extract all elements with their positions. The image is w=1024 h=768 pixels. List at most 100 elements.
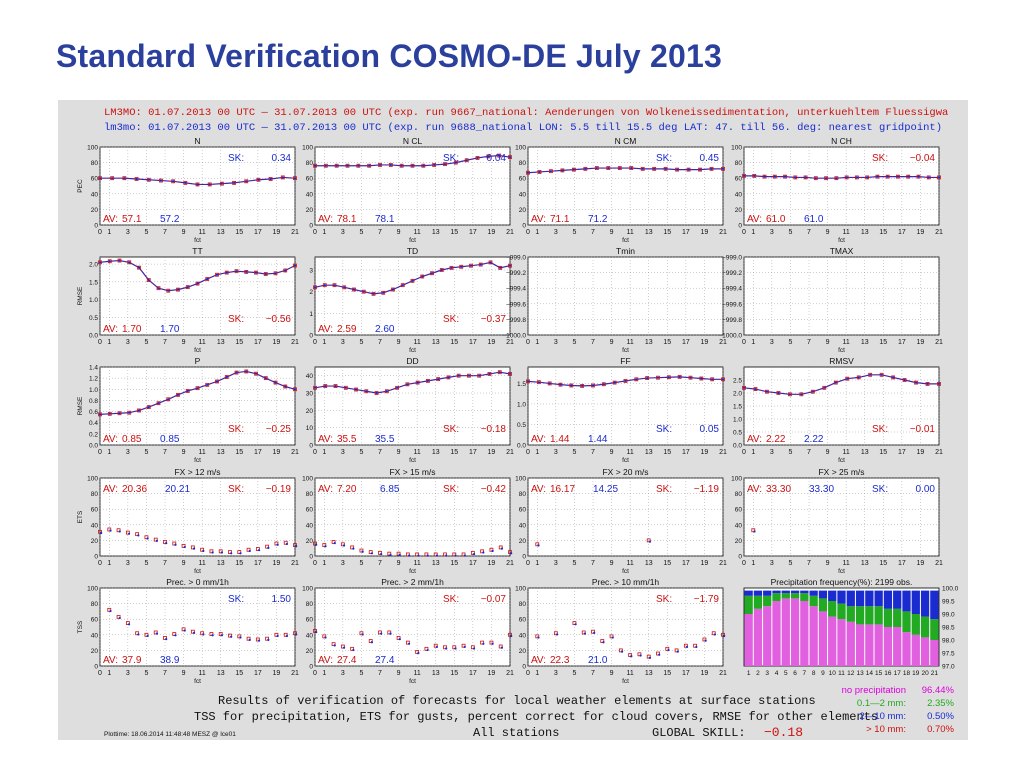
y-tick-label: −1000.0	[502, 333, 526, 340]
data-point-run2	[98, 177, 102, 180]
data-point-run2	[239, 552, 242, 555]
x-tick-label: 13	[217, 229, 225, 236]
panel-title: FX > 20 m/s	[602, 467, 648, 477]
y-tick-label: 1.5	[733, 404, 742, 411]
x-tick-label: 13	[861, 339, 869, 346]
y-tick-label: −999.2	[506, 270, 526, 277]
x-tick-label: 3	[554, 449, 558, 456]
x-tick-label: 15	[879, 560, 887, 567]
data-point-run2	[678, 375, 681, 378]
slide-title: Standard Verification COSMO-DE July 2013	[56, 38, 722, 74]
data-point-run1	[117, 258, 122, 263]
sk-value: 0.05	[700, 424, 720, 435]
av-value-run1: 57.1	[122, 214, 142, 225]
x-tick-label: 0	[526, 339, 530, 346]
x-tick-label: 5	[572, 339, 576, 346]
data-point-run1	[98, 412, 102, 417]
x-tick-label: 7	[163, 229, 167, 236]
x-tick-label: 7	[803, 670, 807, 677]
sk-value: 0.04	[487, 153, 507, 164]
x-tick-label: 0	[526, 670, 530, 677]
data-point-run1	[354, 387, 358, 392]
data-point-run1	[410, 278, 415, 283]
data-point-run2	[285, 542, 289, 546]
x-tick-label: 11	[414, 560, 421, 567]
data-point-run1	[594, 166, 599, 170]
data-point-run2	[763, 175, 766, 178]
data-point-run1	[425, 378, 430, 383]
x-tick-label: 1	[322, 670, 326, 677]
data-point-run2	[635, 378, 638, 381]
data-point-run2	[220, 634, 224, 637]
sk-value: −0.19	[266, 484, 292, 495]
data-point-run1	[856, 375, 861, 380]
panel-12: 0 1 3 5 7 9 11 13 15 17 19 210.00.51.01.52.02.5fctR…	[733, 356, 943, 464]
data-point-run1	[609, 634, 614, 639]
av-label: AV:	[747, 484, 762, 495]
y-tick-label: 80	[306, 160, 314, 167]
data-point-run2	[561, 169, 564, 172]
freq-bar-2-4	[772, 593, 781, 601]
freq-bar-2-20	[920, 616, 930, 638]
data-point-run2	[335, 164, 338, 167]
data-point-run1	[332, 283, 337, 288]
data-point-run1	[183, 180, 188, 185]
plot-frame	[99, 366, 296, 446]
data-point-run1	[190, 545, 195, 550]
av-label: AV:	[318, 324, 333, 335]
data-point-run1	[508, 632, 512, 637]
data-point-run2	[135, 177, 138, 181]
data-point-run2	[128, 411, 131, 414]
x-tick-label: 11	[199, 449, 206, 456]
data-point-run1	[803, 175, 808, 180]
data-point-run1	[498, 644, 503, 649]
av-value-run1: 16.17	[550, 484, 575, 495]
y-tick-label: 60	[519, 507, 527, 514]
data-point-run1	[580, 383, 585, 388]
data-point-run2	[324, 164, 327, 167]
y-tick-label: 40	[306, 632, 314, 639]
data-point-run1	[273, 271, 278, 276]
data-point-run2	[648, 540, 652, 543]
data-point-run1	[497, 153, 502, 158]
data-point-run1	[378, 550, 382, 555]
data-point-run2	[667, 376, 670, 379]
data-point-run2	[648, 656, 652, 659]
x-tick-label: 19	[273, 449, 281, 456]
freq-bar-1-7	[800, 601, 809, 666]
data-point-run1	[224, 375, 229, 379]
y-tick-label: 0	[94, 554, 98, 561]
data-point-run1	[195, 182, 200, 187]
data-point-run1	[937, 175, 941, 180]
sk-value: −0.07	[481, 594, 507, 605]
data-point-run1	[228, 633, 232, 638]
y-tick-label: 0.8	[89, 398, 98, 405]
data-point-run1	[293, 631, 297, 636]
data-point-run2	[172, 180, 175, 183]
data-point-run1	[190, 629, 195, 634]
data-point-run2	[548, 382, 551, 385]
y-tick-label: 40	[519, 191, 527, 198]
data-point-run1	[146, 278, 151, 282]
freq-bar-1-2	[753, 608, 763, 666]
freq-bar-3-11	[837, 590, 846, 604]
data-point-run2	[211, 551, 214, 554]
data-point-run1	[166, 397, 171, 402]
x-tick-label: 13	[645, 229, 653, 236]
data-point-run1	[399, 163, 404, 168]
freq-legend-value: 0.50%	[927, 711, 954, 722]
data-point-run1	[405, 552, 410, 557]
data-point-run1	[452, 552, 457, 557]
data-point-run1	[185, 285, 190, 290]
data-point-run2	[118, 616, 121, 620]
data-point-run1	[359, 631, 364, 636]
data-point-run2	[123, 177, 126, 180]
data-point-run1	[480, 640, 485, 645]
data-point-run1	[127, 410, 132, 415]
y-tick-label: 80	[519, 601, 527, 608]
x-unit-label: fct	[622, 678, 629, 685]
data-point-run1	[340, 542, 345, 547]
x-tick-label: 9	[397, 229, 401, 236]
